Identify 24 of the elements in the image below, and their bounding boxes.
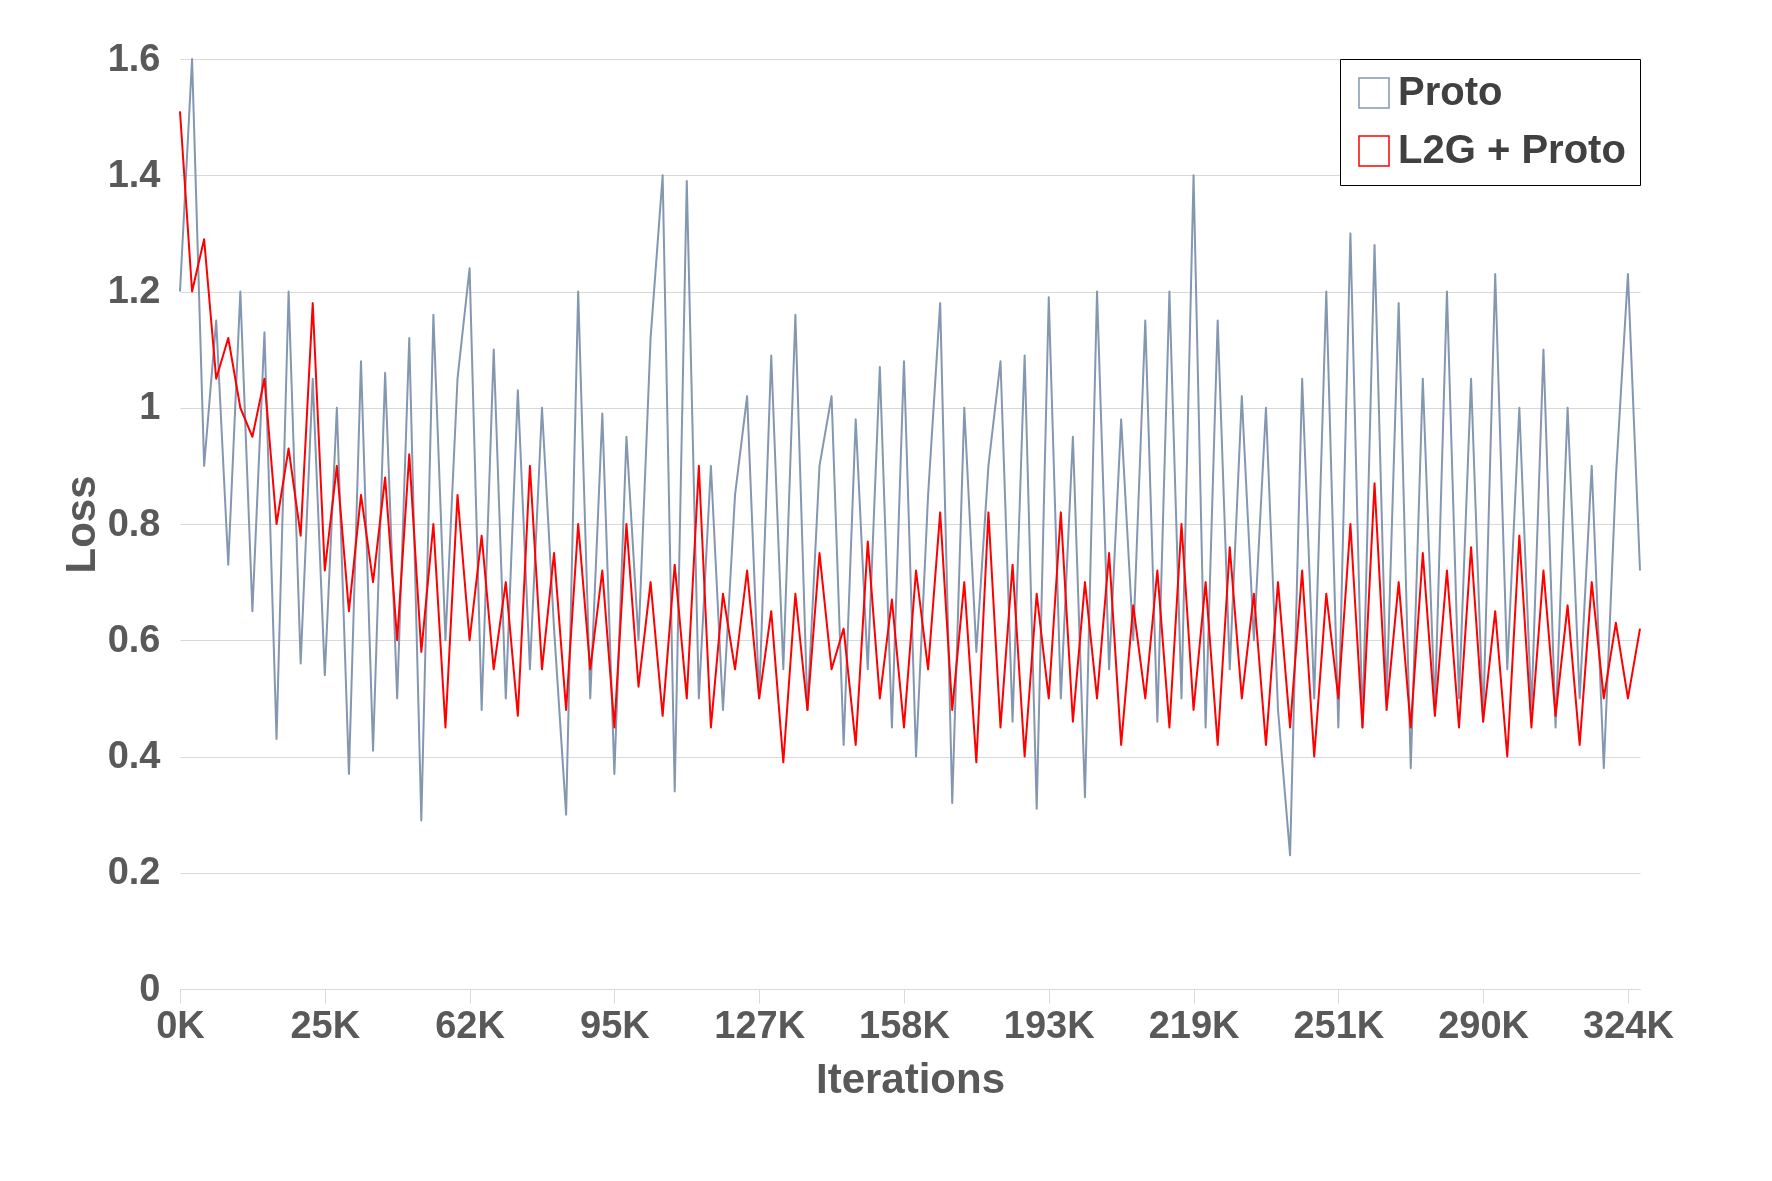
- line-series: [179, 110, 1641, 764]
- line-series: [179, 58, 1641, 857]
- x-tick-label: 193K: [1003, 1003, 1096, 1046]
- y-tick-label: 1: [139, 385, 161, 428]
- y-tick-label: 1.4: [107, 152, 161, 195]
- x-tick-label: 324K: [1583, 1003, 1675, 1046]
- y-axis-title: Loss: [56, 475, 104, 574]
- x-tick-label: 219K: [1148, 1003, 1241, 1046]
- legend-label: L2G + Proto: [1398, 127, 1626, 171]
- x-tick-label: 251K: [1293, 1003, 1385, 1046]
- x-tick-label: 158K: [859, 1003, 951, 1046]
- x-tick-label: 290K: [1438, 1003, 1530, 1046]
- y-tick-label: 0.6: [107, 617, 161, 660]
- y-tick-label: 1.2: [107, 269, 161, 311]
- x-tick-label: 62K: [435, 1003, 506, 1046]
- y-tick-label: 0.2: [107, 850, 161, 893]
- x-tick-label: 127K: [714, 1003, 806, 1046]
- y-tick-label: 0.8: [107, 501, 161, 544]
- x-tick-label: 25K: [290, 1003, 361, 1046]
- y-tick-label: 0.4: [107, 734, 161, 776]
- legend-label: Proto: [1398, 69, 1503, 113]
- x-tick-label: 95K: [580, 1003, 651, 1046]
- y-tick-label: 1.6: [107, 36, 161, 79]
- x-axis-title: Iterations: [815, 1054, 1006, 1102]
